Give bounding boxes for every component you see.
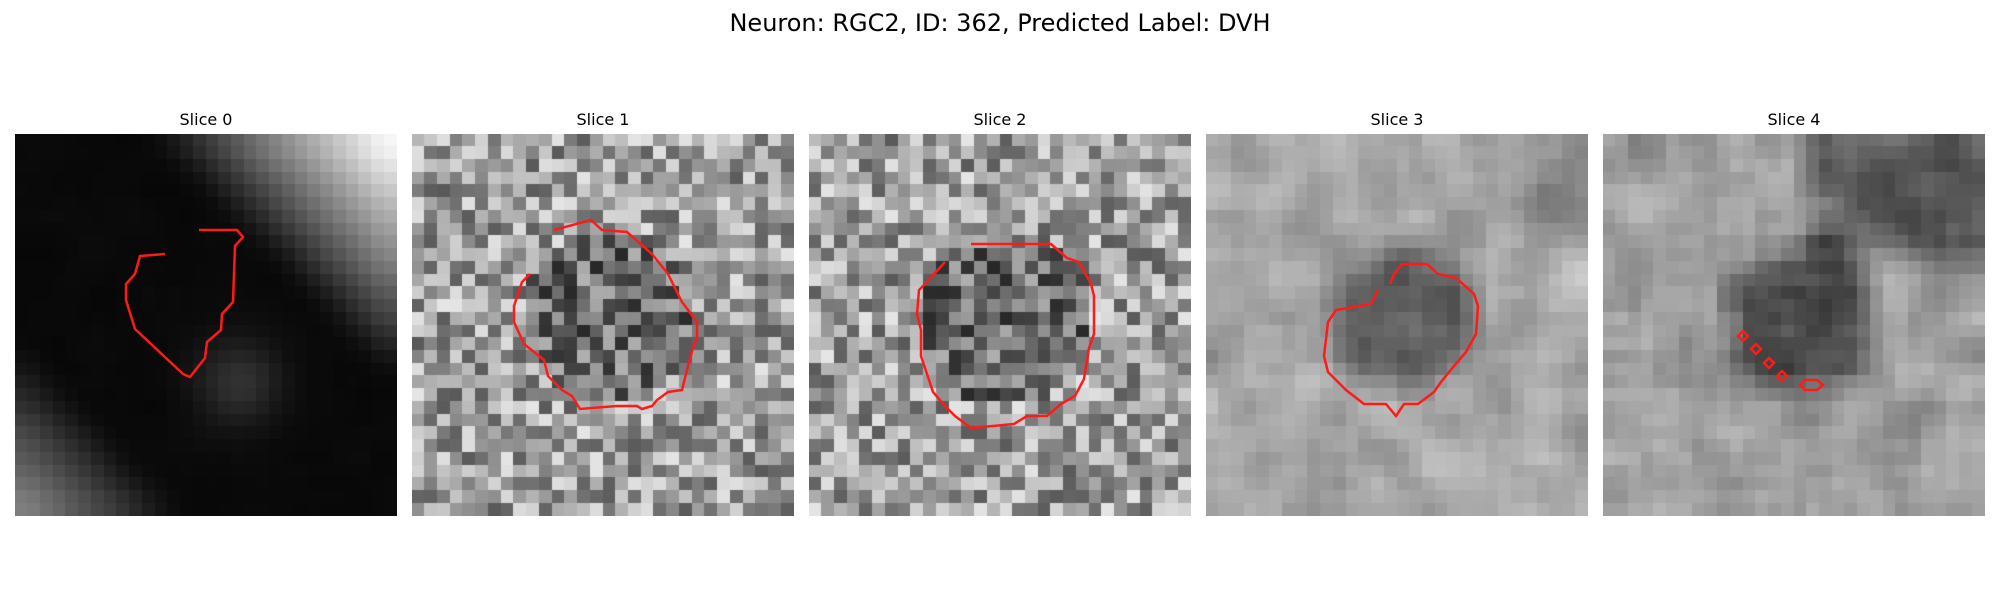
slice-panel-4: Slice 4 <box>1603 110 1985 516</box>
slice-image-4 <box>1603 134 1985 516</box>
slice-title-3: Slice 3 <box>1370 110 1424 129</box>
slice-image-3 <box>1206 134 1588 516</box>
slice-image-2 <box>809 134 1191 516</box>
slice-title-4: Slice 4 <box>1767 110 1821 129</box>
fragment-contour-b <box>1749 342 1763 356</box>
cell-contour-0 <box>124 228 245 379</box>
fragment-contour-c <box>1762 356 1776 370</box>
slice-title-1: Slice 1 <box>576 110 630 129</box>
slice-image-0 <box>15 134 397 516</box>
contour-overlay-4 <box>1736 329 1825 392</box>
fragment-contour-a <box>1736 329 1750 343</box>
slice-panel-1: Slice 1 <box>412 110 794 516</box>
slice-panel-3: Slice 3 <box>1206 110 1588 516</box>
fragment-contour-e <box>1798 378 1825 392</box>
contour-overlay-1 <box>512 218 699 411</box>
slice-title-2: Slice 2 <box>973 110 1027 129</box>
figure-title: Neuron: RGC2, ID: 362, Predicted Label: … <box>729 9 1271 37</box>
slice-image-1 <box>412 134 794 516</box>
cell-contour-2 <box>915 242 1096 430</box>
contour-overlay-0 <box>124 228 245 379</box>
slice-title-0: Slice 0 <box>179 110 233 129</box>
fragment-contour-d <box>1775 369 1789 383</box>
cell-contour-1 <box>512 218 699 411</box>
contour-overlay-2 <box>915 242 1096 430</box>
cell-contour-3 <box>1322 262 1480 419</box>
slice-panel-2: Slice 2 <box>809 110 1191 516</box>
slice-panel-0: Slice 0 <box>15 110 397 516</box>
contour-overlay-3 <box>1322 262 1480 419</box>
